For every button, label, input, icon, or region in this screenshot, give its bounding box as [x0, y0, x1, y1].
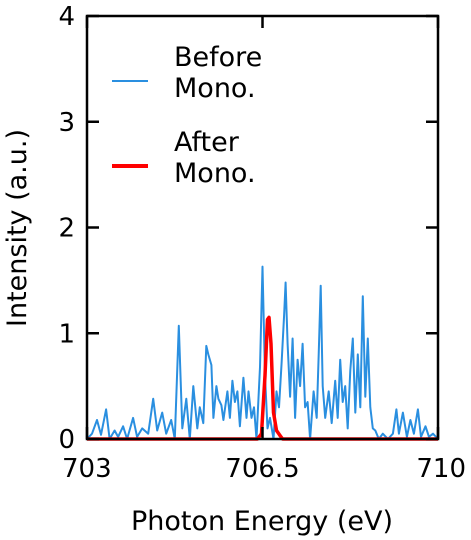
legend-label-1: Mono.: [174, 73, 256, 104]
x-tick-label: 706.5: [225, 454, 299, 484]
y-tick-label: 1: [58, 319, 75, 349]
y-tick-label: 2: [58, 214, 75, 244]
x-axis-label: Photon Energy (eV): [131, 506, 393, 537]
y-tick-label: 0: [58, 425, 75, 455]
y-tick-label: 3: [58, 108, 75, 138]
plot-frame: [85, 14, 440, 441]
legend-label-2: Mono.: [174, 158, 256, 189]
series-line-1: [86, 265, 439, 440]
series-line-2: [87, 315, 438, 441]
y-axis-label: Intensity (a.u.): [2, 129, 33, 327]
x-axis-ticks: 703 706.5 710: [62, 16, 466, 484]
x-tick-label: 703: [62, 454, 112, 484]
plot-lines: [86, 265, 439, 441]
legend-label-1: Before: [174, 42, 262, 73]
legend-label-2: After: [174, 127, 240, 158]
y-tick-label: 4: [58, 2, 75, 32]
x-tick-label: 710: [416, 454, 466, 484]
